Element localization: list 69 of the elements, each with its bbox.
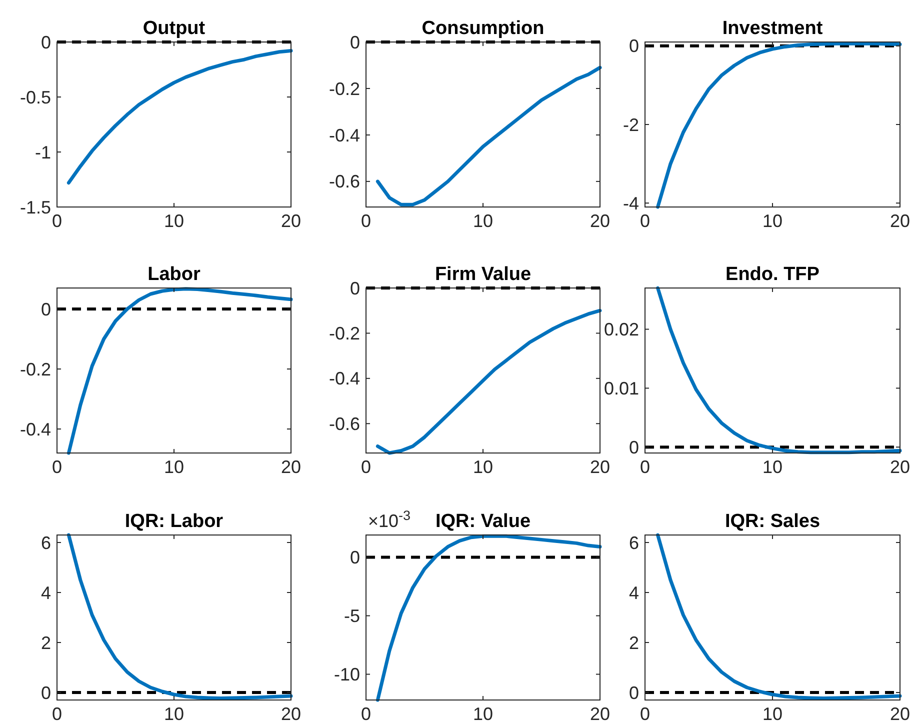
line-series bbox=[376, 308, 602, 455]
y-tick-label: -1.5 bbox=[20, 197, 51, 218]
y-tick-label: 0 bbox=[350, 278, 360, 298]
line-series bbox=[66, 49, 293, 185]
line-series bbox=[376, 66, 602, 206]
line-series bbox=[66, 533, 293, 700]
y-tick-label: -10 bbox=[334, 664, 360, 685]
y-tick-label: 0 bbox=[628, 682, 639, 703]
y-tick-label: 6 bbox=[628, 532, 639, 553]
y-tick-label: -0.5 bbox=[20, 87, 51, 108]
x-tick-label: 20 bbox=[590, 704, 610, 724]
line-series bbox=[376, 534, 602, 702]
chart-title: Endo. TFP bbox=[726, 264, 820, 285]
y-tick-label: -0.6 bbox=[328, 414, 360, 434]
y-tick-label: -0.2 bbox=[20, 359, 51, 380]
x-tick-label: 20 bbox=[280, 704, 302, 724]
x-tick-label: 10 bbox=[164, 704, 184, 724]
chart-title: Labor bbox=[148, 264, 201, 285]
x-tick-label: 20 bbox=[590, 211, 610, 231]
y-tick-label: 0.02 bbox=[604, 320, 639, 340]
y-tick-label: -1 bbox=[34, 142, 51, 162]
y-tick-label: -0.2 bbox=[328, 78, 360, 99]
x-tick-label: 10 bbox=[472, 704, 494, 724]
y-tick-label: 0 bbox=[628, 36, 639, 56]
y-tick-label: 0 bbox=[350, 548, 360, 568]
chart-title: Output bbox=[142, 18, 206, 39]
x-tick-label: 20 bbox=[890, 457, 910, 477]
y-tick-label: -0.4 bbox=[20, 419, 51, 440]
chart-title: Investment bbox=[722, 18, 824, 39]
x-tick-label: 10 bbox=[762, 457, 783, 477]
y-tick-label: 4 bbox=[40, 582, 51, 603]
x-tick-label: 20 bbox=[590, 457, 610, 477]
line-series bbox=[656, 533, 902, 700]
y-tick-label: 4 bbox=[628, 582, 639, 603]
y-tick-label: 0 bbox=[40, 32, 51, 52]
line-series bbox=[656, 42, 902, 209]
text: ×10$^{-3}$ bbox=[368, 508, 411, 531]
y-tick-label: -4 bbox=[622, 193, 639, 214]
y-tick-label: -0.4 bbox=[328, 368, 360, 389]
chart-title: IQR: Value bbox=[435, 511, 531, 532]
y-tick-label: 2 bbox=[628, 632, 639, 653]
y-tick-label: 0 bbox=[350, 32, 360, 52]
x-tick-label: 10 bbox=[762, 211, 783, 231]
y-tick-label: -0.4 bbox=[328, 125, 360, 146]
chart-title: Consumption bbox=[422, 18, 544, 39]
x-tick-label: 20 bbox=[890, 211, 910, 231]
x-tick-label: 20 bbox=[280, 211, 302, 231]
y-tick-label: -0.6 bbox=[328, 172, 360, 192]
chart-title: IQR: Sales bbox=[724, 511, 820, 532]
y-tick-label: -0.2 bbox=[328, 324, 360, 344]
y-tick-label: 0 bbox=[40, 682, 51, 703]
y-tick-label: 0.01 bbox=[604, 378, 639, 398]
chart-title: IQR: Labor bbox=[124, 511, 224, 532]
chart-title: Firm Value bbox=[434, 264, 532, 285]
x-tick-label: 10 bbox=[762, 704, 783, 724]
y-tick-label: 2 bbox=[40, 632, 51, 653]
y-tick-label: 6 bbox=[40, 532, 51, 553]
x-tick-label: 10 bbox=[472, 457, 494, 477]
line-series bbox=[66, 287, 293, 455]
x-tick-label: 20 bbox=[280, 457, 302, 477]
y-tick-label: 0 bbox=[40, 299, 51, 320]
y-tick-label: 0 bbox=[628, 437, 639, 458]
x-tick-label: 10 bbox=[164, 211, 184, 231]
line-series bbox=[656, 286, 902, 454]
y-tick-label: -2 bbox=[622, 114, 639, 135]
x-tick-label: 10 bbox=[164, 457, 184, 477]
x-tick-label: 10 bbox=[472, 211, 494, 231]
x-tick-label: 20 bbox=[890, 704, 910, 724]
y-tick-label: -5 bbox=[344, 606, 360, 626]
